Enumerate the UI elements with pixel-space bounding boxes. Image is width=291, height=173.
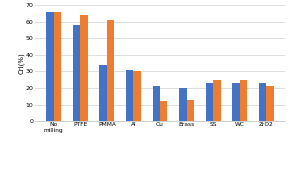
Bar xyxy=(46,12,54,121)
Bar xyxy=(259,83,266,121)
Bar xyxy=(126,70,134,121)
Bar xyxy=(232,83,240,121)
Bar xyxy=(73,25,80,121)
Bar xyxy=(134,71,141,121)
Bar xyxy=(213,80,221,121)
Bar xyxy=(206,83,213,121)
Bar xyxy=(107,20,114,121)
Bar xyxy=(266,86,274,121)
Bar xyxy=(80,15,88,121)
Y-axis label: CrI(%): CrI(%) xyxy=(18,52,24,74)
Bar xyxy=(54,12,61,121)
Bar xyxy=(179,88,187,121)
Bar xyxy=(152,86,160,121)
Bar xyxy=(187,100,194,121)
Bar xyxy=(240,80,247,121)
Bar xyxy=(100,65,107,121)
Bar xyxy=(160,101,168,121)
